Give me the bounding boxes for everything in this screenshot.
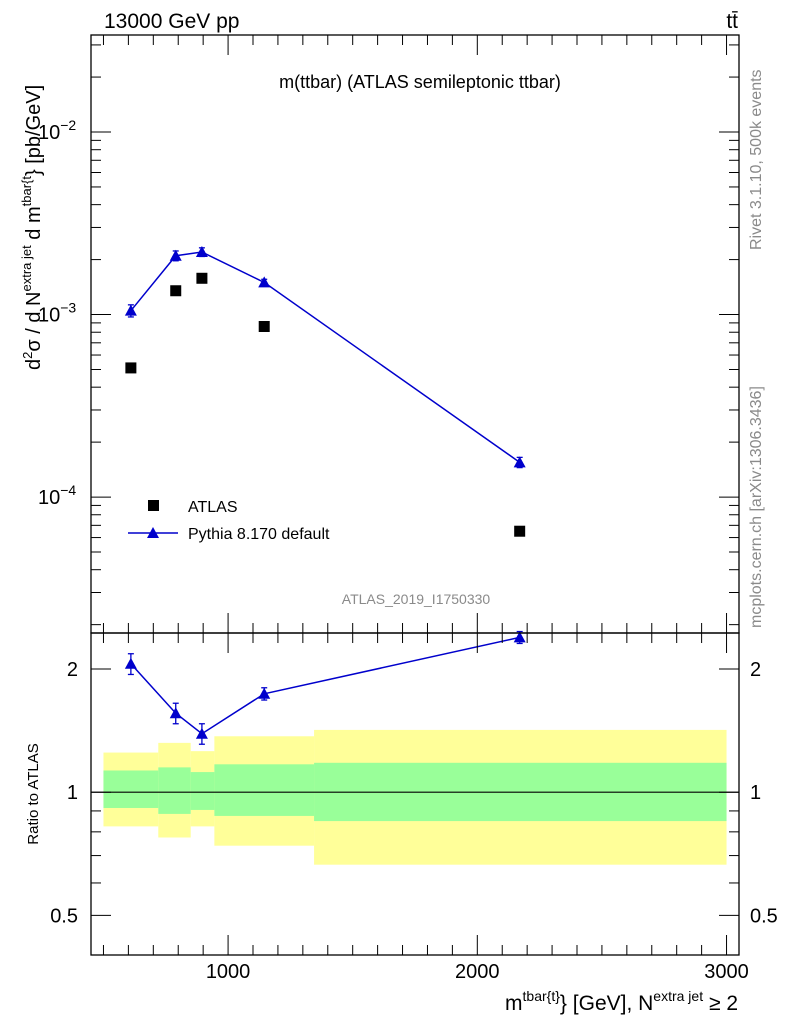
atlas-data-point [514,525,526,537]
ratio-y-tick-label: 2 [67,659,78,681]
x-tick-label: 1000 [206,961,251,983]
analysis-id-label: ATLAS_2019_I1750330 [342,591,491,607]
ratio-y-tick-label: 1 [67,782,78,804]
atlas-data-point [170,285,182,297]
x-tick-label: 3000 [704,961,749,983]
pythia-data-point [169,249,182,261]
atlas-data-point [258,320,270,332]
main-y-axis-label: d2σ / d Nextra jet d mtbar{t} [pb/GeV] [19,85,45,370]
ratio-pythia-point [169,707,182,719]
mcplots-label: mcplots.cern.ch [arXiv:1306.3436] [748,386,765,628]
main-frame [90,34,740,634]
legend-pythia-marker [147,527,159,538]
atlas-data-point [125,362,137,374]
ratio-pythia-point [258,687,271,699]
main-y-tick-label: 10−4 [38,482,76,509]
main-y-tick-label: 10−2 [38,117,76,144]
legend: ATLAS Pythia 8.170 default [128,499,330,543]
chart-title: m(ttbar) (ATLAS semileptonic ttbar) [279,72,561,92]
ratio-stat-band [103,770,159,808]
ratio-pythia-line [130,636,520,735]
legend-atlas-label: ATLAS [188,499,238,516]
main-y-tick-label: 10−3 [38,300,76,327]
ratio-frame [90,632,740,956]
ratio-y-tick-label: 0.5 [50,905,78,927]
pythia-line [130,251,521,463]
ratio-pythia-point [195,727,208,739]
ratio-pythia-point [124,657,137,669]
main-panel: 10−4 10−3 10−2 m(ttbar) (ATLAS semileptoni… [19,34,740,634]
legend-atlas-marker [148,500,159,511]
pythia-data-point [513,456,526,468]
ratio-y-tick-label-right: 0.5 [750,905,778,927]
x-tick-label: 2000 [455,961,500,983]
pythia-data-point [258,276,271,288]
header-right-label: tt̄ [726,10,738,33]
pythia-data-point [124,304,137,316]
ratio-panel: 1000 2000 3000 0.5 0.5 1 1 2 2 Ratio to ATLAS mt… [25,630,778,1015]
ratio-stat-band [158,767,191,814]
ratio-y-tick-label-right: 2 [750,659,761,681]
ratio-stat-band [214,764,315,816]
pythia-data-point [195,246,208,258]
ratio-y-axis-label: Ratio to ATLAS [25,743,42,844]
legend-pythia-label: Pythia 8.170 default [188,526,330,543]
x-axis-label: mtbar{t}} [GeV], Nextra jet ≥ 2 [505,988,738,1015]
ratio-stat-band [190,772,215,810]
ratio-pythia-point [513,631,526,643]
atlas-data-point [196,272,208,284]
ratio-y-tick-label-right: 1 [750,782,761,804]
header-left-label: 13000 GeV pp [104,10,239,33]
rivet-info-label: Rivet 3.1.10, 500k events [748,69,765,250]
